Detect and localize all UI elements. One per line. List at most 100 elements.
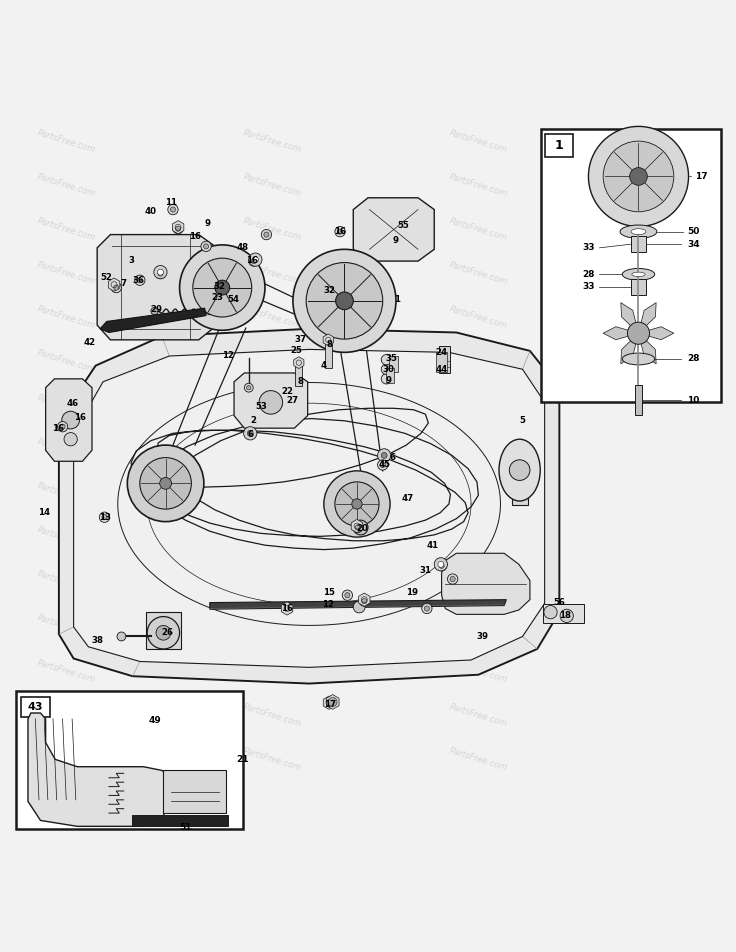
Circle shape [137,278,142,283]
Text: 43: 43 [27,703,43,712]
Text: 25: 25 [290,347,302,355]
Circle shape [336,292,353,309]
Text: PartsFree.com: PartsFree.com [36,128,96,154]
Text: 9: 9 [393,236,399,245]
Circle shape [247,386,251,390]
Circle shape [629,168,647,186]
Circle shape [381,374,392,384]
Text: 1: 1 [555,139,564,152]
Text: 6: 6 [247,430,253,439]
Text: 13: 13 [99,513,111,523]
Circle shape [206,307,213,315]
Text: 10: 10 [687,396,700,405]
Polygon shape [74,349,545,667]
Text: PartsFree.com: PartsFree.com [36,437,96,464]
Polygon shape [210,600,506,609]
Text: PartsFree.com: PartsFree.com [242,658,302,684]
Circle shape [293,249,396,352]
Bar [386,367,394,383]
Circle shape [64,432,77,446]
Circle shape [147,617,180,649]
Circle shape [353,523,363,533]
Polygon shape [172,221,184,234]
Bar [541,129,721,403]
Circle shape [263,232,269,237]
Polygon shape [620,333,638,364]
Text: 4: 4 [321,361,327,370]
Text: 53: 53 [255,402,267,410]
Polygon shape [638,327,674,340]
Text: 16: 16 [281,604,293,613]
Circle shape [353,520,368,535]
Ellipse shape [631,228,645,234]
Circle shape [588,127,688,227]
Text: 21: 21 [237,755,249,764]
Text: PartsFree.com: PartsFree.com [242,216,302,243]
Text: 7: 7 [121,279,127,288]
Circle shape [381,452,387,458]
Text: PartsFree.com: PartsFree.com [242,261,302,287]
Polygon shape [100,308,206,332]
Bar [16,691,243,829]
Text: PartsFree.com: PartsFree.com [36,261,96,287]
Ellipse shape [620,225,657,238]
Circle shape [111,283,121,292]
Text: 1: 1 [394,295,400,304]
Text: 22: 22 [281,387,293,396]
Polygon shape [234,373,308,428]
Circle shape [337,229,343,234]
Text: PartsFree.com: PartsFree.com [242,702,302,728]
Polygon shape [97,234,217,340]
Text: 55: 55 [397,221,409,230]
Circle shape [154,266,167,279]
Text: 17: 17 [695,172,707,181]
Circle shape [439,564,444,568]
Circle shape [436,561,447,571]
Text: 5: 5 [520,416,526,426]
Circle shape [342,590,353,601]
Circle shape [544,605,557,619]
Text: PartsFree.com: PartsFree.com [242,305,302,331]
Circle shape [252,257,258,263]
Circle shape [335,227,345,237]
Text: 37: 37 [294,334,306,344]
Text: PartsFree.com: PartsFree.com [242,437,302,464]
Bar [543,605,584,624]
Circle shape [102,515,107,520]
Text: 8: 8 [327,341,333,349]
Text: PartsFree.com: PartsFree.com [448,393,509,419]
Text: PartsFree.com: PartsFree.com [448,172,509,198]
Polygon shape [638,303,657,333]
Text: PartsFree.com: PartsFree.com [36,482,96,507]
Circle shape [627,322,649,345]
Circle shape [378,448,391,462]
Circle shape [424,605,430,611]
Text: 41: 41 [427,541,439,549]
Circle shape [249,256,259,267]
Circle shape [117,632,126,641]
Circle shape [355,525,361,530]
Circle shape [249,253,262,267]
Text: 30: 30 [383,365,394,374]
Text: PartsFree.com: PartsFree.com [36,348,96,375]
Bar [631,279,645,295]
Text: 24: 24 [436,347,447,357]
Text: 28: 28 [582,269,595,279]
Text: 3: 3 [128,256,134,265]
Circle shape [215,280,230,295]
Circle shape [434,558,447,571]
Circle shape [158,269,163,275]
Circle shape [335,482,379,526]
Circle shape [261,229,272,240]
Circle shape [352,499,362,509]
Text: PartsFree.com: PartsFree.com [36,614,96,640]
Text: PartsFree.com: PartsFree.com [242,172,302,198]
Circle shape [328,698,337,706]
Text: 14: 14 [38,508,50,517]
Polygon shape [638,333,657,364]
Circle shape [344,593,350,598]
Polygon shape [323,334,333,346]
Ellipse shape [622,353,654,365]
Bar [512,458,528,506]
Text: PartsFree.com: PartsFree.com [36,526,96,552]
